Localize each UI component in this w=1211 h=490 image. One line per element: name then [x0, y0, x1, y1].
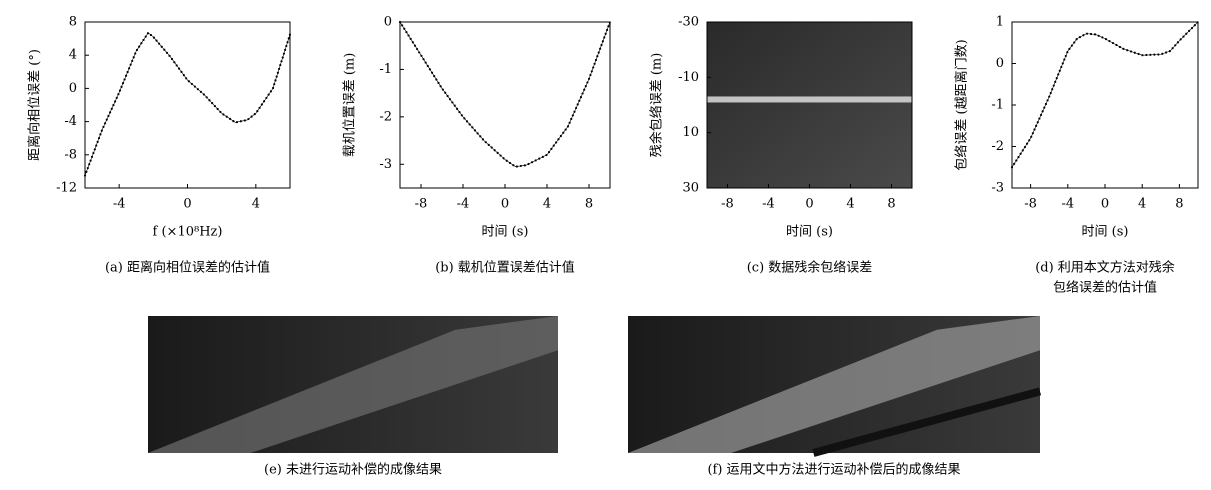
y-tick-label: -10 [678, 70, 699, 85]
y-axis-label: 包络误差 (越距离门数) [954, 39, 970, 170]
y-tick-label: -3 [379, 157, 392, 172]
y-tick-label: -8 [64, 147, 77, 162]
y-tick-label: -3 [991, 181, 1004, 196]
y-axis-label: 残余包络误差 (m) [649, 53, 665, 158]
data-line [85, 33, 290, 176]
caption: (b) 载机位置误差估计值 [435, 260, 575, 276]
y-tick-label: -4 [64, 114, 77, 129]
data-line-thin [1012, 22, 1198, 167]
y-tick-label: 0 [384, 15, 392, 30]
y-tick-label: -30 [678, 15, 699, 30]
x-tick-label: -8 [721, 197, 734, 212]
y-tick-label: 4 [69, 48, 77, 63]
y-tick-label: -1 [379, 62, 392, 77]
x-axis-label: 时间 (s) [482, 225, 529, 240]
y-tick-label: -2 [379, 109, 392, 124]
y-tick-label: 1 [996, 15, 1004, 30]
x-tick-label: 0 [501, 197, 509, 212]
caption: (f) 运用文中方法进行运动补偿后的成像结果 [707, 462, 960, 478]
x-tick-label: -4 [457, 197, 470, 212]
y-axis-label: 载机位置误差 (m) [343, 53, 358, 158]
x-tick-label: -8 [1024, 197, 1037, 212]
y-tick-label: 0 [996, 56, 1004, 71]
caption: (c) 数据残余包络误差 [747, 260, 873, 276]
heatmap-streak [707, 96, 912, 102]
data-line [400, 22, 610, 167]
x-tick-label: 8 [1175, 197, 1183, 212]
axes-frame [85, 22, 290, 188]
x-tick-label: 8 [585, 197, 593, 212]
figure: (a) 距离向相位误差的估计值 -4 0 4 -12 -8 -4 0 4 8 f (×10⁸Hz) 距… [0, 0, 1211, 486]
caption: (a) 距离向相位误差的估计值 [105, 260, 270, 276]
x-tick-label: 8 [887, 197, 895, 212]
y-tick-label: 0 [69, 81, 77, 96]
x-tick-label: 0 [183, 197, 191, 212]
x-axis-label: 时间 (s) [786, 225, 833, 240]
x-tick-label: -4 [762, 197, 775, 212]
x-tick-label: 4 [543, 197, 551, 212]
x-axis-label: f (×10⁸Hz) [153, 225, 223, 240]
y-tick-label: 8 [69, 15, 77, 30]
data-line-thin [400, 22, 610, 167]
caption: 包络误差的估计值 [1053, 280, 1157, 296]
heatmap-background [707, 22, 912, 188]
caption: (e) 未进行运动补偿的成像结果 [264, 462, 442, 478]
data-line [1012, 22, 1198, 167]
y-tick-label: -2 [991, 139, 1004, 154]
axes-frame [1012, 22, 1198, 188]
x-tick-label: 0 [805, 197, 813, 212]
x-axis-label: 时间 (s) [1082, 225, 1129, 240]
x-tick-label: 0 [1101, 197, 1109, 212]
x-tick-label: 4 [1138, 197, 1146, 212]
y-tick-label: -12 [56, 181, 77, 196]
data-line-thin [85, 33, 290, 176]
x-tick-label: 4 [252, 197, 260, 212]
x-tick-label: 4 [846, 197, 854, 212]
x-tick-label: -8 [415, 197, 428, 212]
x-tick-label: -4 [113, 197, 126, 212]
y-tick-label: -1 [991, 98, 1004, 113]
x-tick-label: -4 [1061, 197, 1074, 212]
caption: (d) 利用本文方法对残余 [1035, 260, 1175, 276]
y-axis-label: 距离向相位误差 (°) [27, 49, 43, 161]
y-tick-label: 30 [682, 181, 699, 196]
y-tick-label: 10 [682, 125, 699, 140]
